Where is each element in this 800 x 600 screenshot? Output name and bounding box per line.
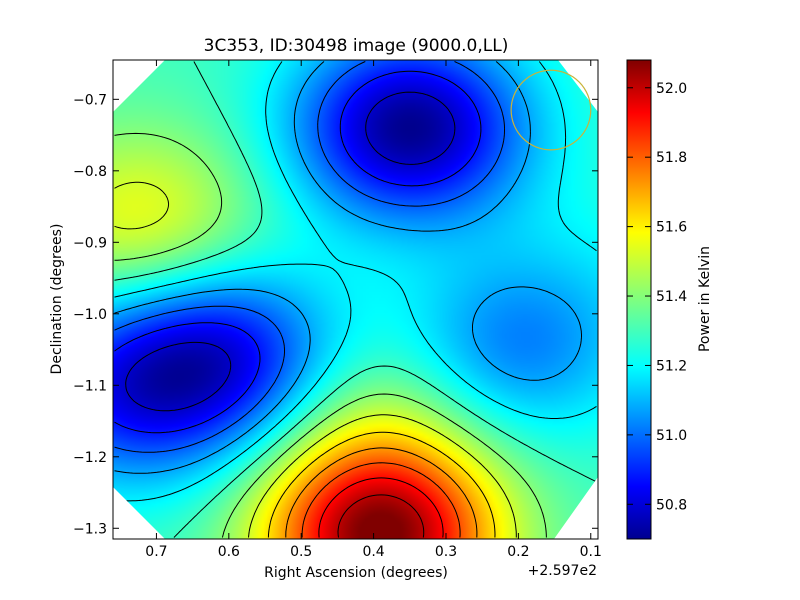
colorbar-label: Power in Kelvin bbox=[697, 246, 713, 352]
contour-line bbox=[114, 181, 517, 538]
y-tick-label: −0.9 bbox=[73, 235, 107, 251]
x-tick-label: 0.5 bbox=[290, 544, 312, 560]
contour-line bbox=[301, 462, 461, 538]
colorbar-tick-label: 52.0 bbox=[656, 81, 687, 97]
contour-line bbox=[114, 61, 582, 474]
x-axis-label: Right Ascension (degrees) bbox=[264, 565, 448, 581]
colorbar-tick-label: 51.0 bbox=[656, 428, 687, 444]
contour-line bbox=[114, 70, 482, 434]
chart-title: 3C353, ID:30498 image (9000.0,LL) bbox=[204, 36, 509, 56]
x-axis: 0.7 0.6 0.5 0.4 0.3 0.2 0.1 bbox=[145, 60, 602, 560]
y-tick-label: −1.3 bbox=[73, 521, 107, 537]
y-tick-label: −0.8 bbox=[73, 164, 107, 180]
x-tick-label: 0.4 bbox=[362, 544, 384, 560]
contour-line bbox=[114, 61, 597, 502]
plot-frame bbox=[112, 59, 599, 540]
beam-circle bbox=[510, 69, 592, 151]
contour-line bbox=[337, 494, 425, 538]
colorbar bbox=[626, 59, 652, 540]
colorbar-tick-label: 51.6 bbox=[656, 220, 687, 236]
colorbar-axis: 50.8 51.0 51.2 51.4 51.6 51.8 52.0 bbox=[627, 81, 687, 513]
y-tick-label: −1.1 bbox=[73, 378, 107, 394]
contour-line bbox=[285, 447, 478, 538]
contour-line bbox=[267, 431, 496, 538]
colorbar-tick-label: 51.2 bbox=[656, 358, 687, 374]
x-tick-label: 0.1 bbox=[580, 544, 602, 560]
contour-line bbox=[114, 61, 597, 538]
contour-line bbox=[114, 61, 505, 453]
x-tick-label: 0.6 bbox=[218, 544, 240, 560]
y-tick-label: −1.0 bbox=[73, 307, 107, 323]
colorbar-tick-label: 51.4 bbox=[656, 289, 687, 305]
y-tick-label: −0.7 bbox=[73, 92, 107, 108]
y-tick-label: −1.2 bbox=[73, 450, 107, 466]
y-axis-label: Declination (degrees) bbox=[49, 224, 65, 375]
contour-line bbox=[125, 91, 456, 412]
x-offset-label: +2.597e2 bbox=[528, 563, 597, 579]
contour-lines bbox=[114, 61, 597, 538]
colorbar-tick-label: 50.8 bbox=[656, 497, 687, 513]
colorbar-tick-label: 51.8 bbox=[656, 150, 687, 166]
contour-line bbox=[318, 477, 444, 538]
x-tick-label: 0.2 bbox=[507, 544, 529, 560]
contour-line bbox=[114, 132, 547, 538]
x-tick-label: 0.7 bbox=[145, 544, 167, 560]
x-tick-label: 0.3 bbox=[435, 544, 457, 560]
y-axis: −0.7 −0.8 −0.9 −1.0 −1.1 −1.2 −1.3 bbox=[73, 92, 598, 537]
heatmap-image bbox=[113, 60, 598, 539]
